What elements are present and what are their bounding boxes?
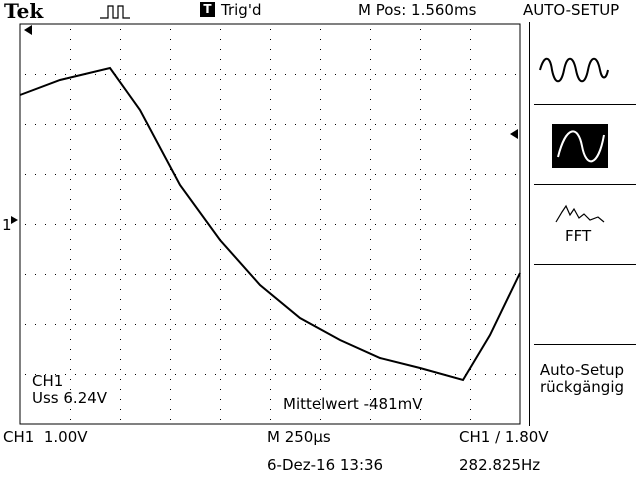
horizontal-position-marker <box>24 25 32 35</box>
ch1-ground-marker: 1 <box>2 216 12 234</box>
multi-cycle-sine-icon[interactable] <box>539 57 609 83</box>
menu-option-undo-autosetup[interactable]: Auto-Setup rückgängig <box>526 362 638 396</box>
menu-option-fft-label[interactable]: FFT <box>565 227 592 245</box>
frequency-readout: 282.825Hz <box>459 456 541 474</box>
brand-logo: Tek <box>4 0 44 23</box>
menu-title: AUTO-SETUP <box>523 1 620 19</box>
trigger-status-label: Trig'd <box>221 1 262 19</box>
measurement-channel: CH1 <box>32 372 64 390</box>
undo-line-2: rückgängig <box>539 378 625 396</box>
ch1-measurement: CH1 Uss 6.24V <box>32 373 107 407</box>
side-panel-divider <box>529 22 530 426</box>
fft-spectrum-icon[interactable] <box>555 204 605 223</box>
menu-separator <box>534 104 636 105</box>
trigger-status: T Trig'd <box>200 2 261 19</box>
undo-line-1: Auto-Setup <box>539 361 625 379</box>
ch1-volts-per-div: CH1 1.00V <box>3 428 88 446</box>
horizontal-position-readout: M Pos: 1.560ms <box>358 1 477 19</box>
single-cycle-sine-icon[interactable] <box>552 124 608 168</box>
menu-separator <box>534 184 636 185</box>
trigger-level-readout: CH1 ∕ 1.80V <box>459 428 549 446</box>
menu-separator <box>534 344 636 345</box>
trigger-pulse-icon <box>100 5 130 19</box>
ch1-waveform-trace <box>19 66 521 382</box>
measurement-mean: Mittelwert -481mV <box>283 395 423 413</box>
trigger-badge: T <box>200 2 215 17</box>
ch1-ground-marker-arrow <box>11 216 18 224</box>
menu-separator <box>534 264 636 265</box>
timebase-readout: M 250µs <box>267 428 331 446</box>
graticule-grid <box>19 23 521 425</box>
measurement-vpp: Uss 6.24V <box>32 389 108 407</box>
trigger-level-marker <box>510 129 518 139</box>
date-time: 6-Dez-16 13:36 <box>267 456 384 474</box>
